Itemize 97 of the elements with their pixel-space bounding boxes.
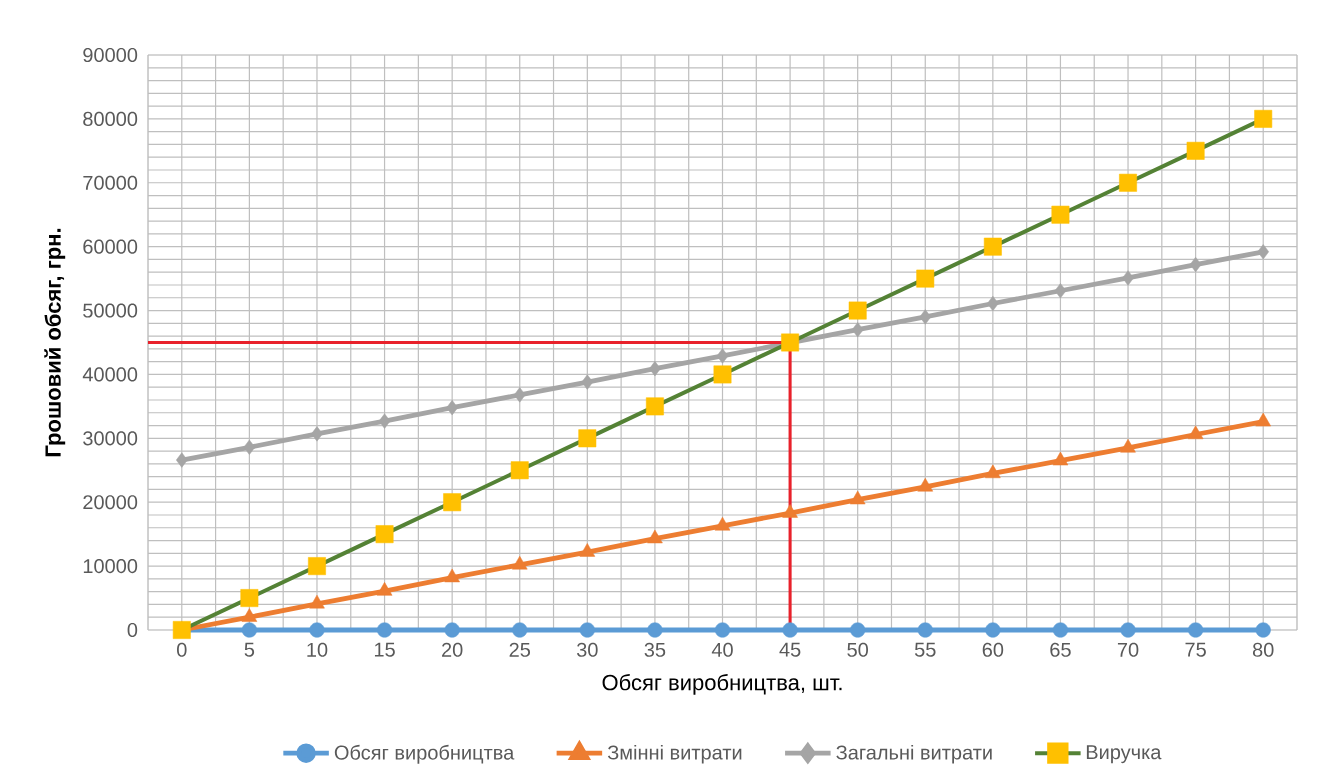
point <box>1052 451 1069 466</box>
point <box>1254 109 1273 128</box>
point <box>714 516 731 531</box>
point <box>782 622 798 638</box>
point <box>645 397 664 416</box>
x-tick-label: 5 <box>244 642 255 657</box>
y-tick-label: 10000 <box>83 559 138 574</box>
point <box>579 543 596 557</box>
point <box>850 622 866 638</box>
point <box>1119 173 1137 192</box>
point <box>1257 244 1269 260</box>
legend-label: Змінні витрати <box>607 744 742 764</box>
point <box>1255 622 1271 638</box>
y-tick-label: 0 <box>127 622 138 638</box>
legend-label: Обсяг виробництва <box>334 744 515 764</box>
point <box>309 622 325 638</box>
point <box>241 608 258 622</box>
point <box>919 309 932 325</box>
point <box>243 439 256 455</box>
x-tick-label: 15 <box>374 642 395 657</box>
point <box>308 557 326 576</box>
x-tick-label: 40 <box>711 642 733 657</box>
point <box>376 622 393 638</box>
point <box>985 464 1001 479</box>
point <box>647 622 663 638</box>
point <box>782 504 798 518</box>
point <box>916 269 935 288</box>
point <box>1187 425 1204 440</box>
point <box>176 452 188 468</box>
point <box>376 582 393 596</box>
point <box>985 622 1001 638</box>
y-tick-label: 30000 <box>83 431 138 446</box>
point <box>241 622 257 638</box>
x-tick-label: 75 <box>1185 642 1206 657</box>
point <box>649 361 661 377</box>
x-tick-label: 80 <box>1252 642 1274 657</box>
point <box>309 594 325 609</box>
y-tick-label: 90000 <box>83 47 138 63</box>
y-axis-title: Грошовий обсяг, грн. <box>44 228 66 457</box>
point <box>1189 256 1202 273</box>
point <box>375 525 394 544</box>
x-tick-label: 35 <box>644 642 666 657</box>
point <box>1255 412 1271 427</box>
point <box>983 237 1002 256</box>
point <box>849 490 866 505</box>
point <box>851 322 864 338</box>
point <box>1122 270 1134 286</box>
point <box>443 493 462 512</box>
point <box>917 622 933 638</box>
x-tick-label: 0 <box>177 642 187 657</box>
point <box>581 374 594 390</box>
x-tick-label: 10 <box>307 642 328 657</box>
x-tick-label: 70 <box>1117 642 1139 657</box>
y-tick-label: 50000 <box>83 303 138 318</box>
x-tick-label: 30 <box>576 642 598 657</box>
x-tick-label: 65 <box>1050 642 1071 657</box>
point <box>311 426 323 442</box>
point <box>848 301 867 320</box>
point <box>917 477 934 492</box>
point <box>1054 283 1067 299</box>
point <box>713 365 732 384</box>
point <box>1052 622 1069 638</box>
legend-label: Виручка <box>1086 745 1162 764</box>
point <box>510 461 529 480</box>
x-tick-label: 55 <box>914 642 936 657</box>
y-tick-label: 20000 <box>83 495 138 510</box>
point <box>1188 622 1204 638</box>
x-tick-label: 45 <box>779 642 801 657</box>
x-tick-label: 25 <box>509 642 531 657</box>
point <box>444 568 460 583</box>
y-tick-label: 70000 <box>83 175 138 190</box>
point <box>716 348 729 364</box>
point <box>1120 438 1136 453</box>
point <box>512 622 528 638</box>
point <box>1120 622 1136 638</box>
point <box>987 295 999 312</box>
x-axis-title: Обсяг виробництва, шт. <box>602 674 842 695</box>
point <box>446 400 458 416</box>
point <box>579 622 595 638</box>
point <box>714 622 731 638</box>
point <box>511 555 528 570</box>
point <box>240 589 259 607</box>
legend-label: Загальні витрати <box>836 744 992 764</box>
x-tick-label: 60 <box>982 642 1004 657</box>
point <box>1186 141 1205 160</box>
x-tick-label: 20 <box>442 642 463 657</box>
point <box>444 622 460 638</box>
point <box>578 429 597 448</box>
y-tick-label: 60000 <box>83 239 138 254</box>
point <box>513 387 526 403</box>
x-tick-label: 50 <box>847 642 869 657</box>
point <box>781 333 800 352</box>
y-tick-label: 40000 <box>82 367 138 382</box>
point <box>647 529 663 544</box>
point <box>1051 205 1070 224</box>
point <box>378 413 391 429</box>
y-tick-label: 80000 <box>83 111 138 126</box>
